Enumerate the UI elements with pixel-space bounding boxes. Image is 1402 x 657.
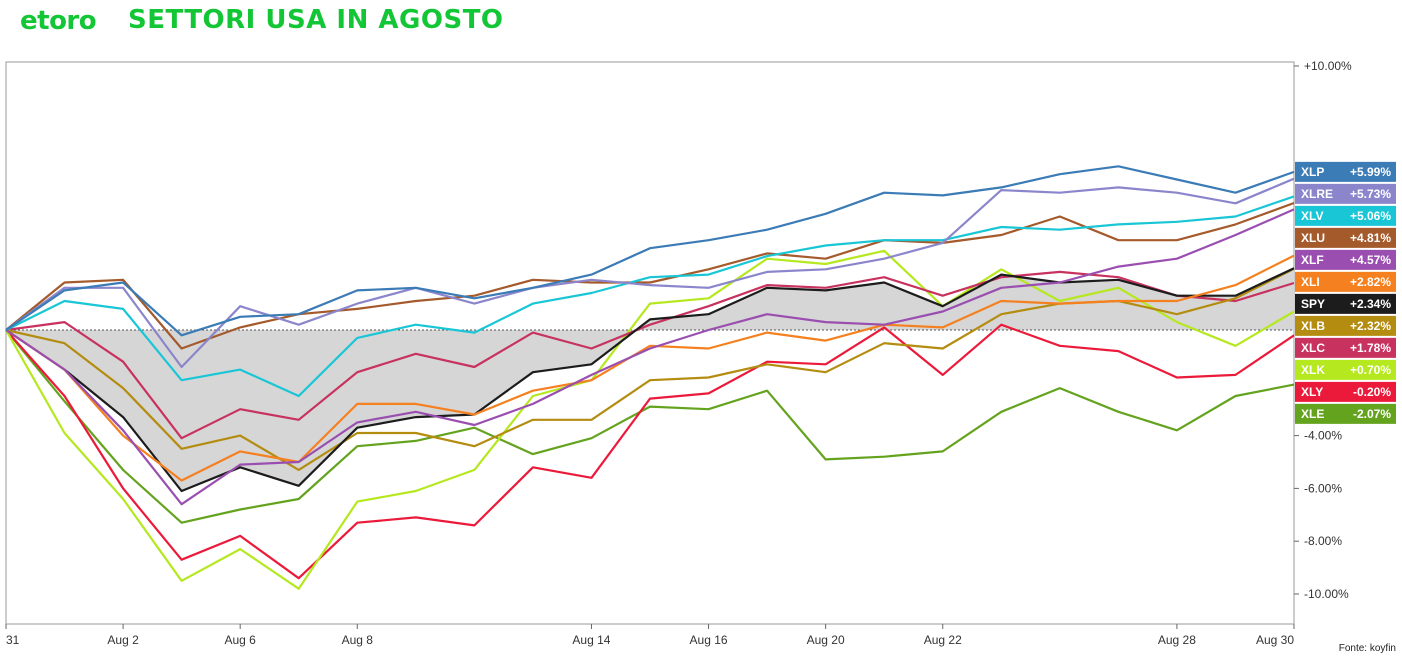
x-tick-label: Aug 16 bbox=[690, 633, 728, 647]
legend-badge-bg bbox=[1295, 337, 1396, 358]
legend-badge-bg bbox=[1295, 161, 1396, 182]
x-axis-ticks: 31 Aug 2 Aug 6 Aug 8 Aug 14 Aug 16 Aug 20 Aug 2… bbox=[5, 624, 1295, 647]
series-lines-layer bbox=[5, 165, 1295, 590]
legend-badge-bg bbox=[1295, 315, 1396, 336]
legend-badge-xlre: XLRE +5.73% bbox=[1295, 183, 1396, 204]
series-line-xlc bbox=[5, 270, 1295, 440]
legend-series-value: +5.99% bbox=[1350, 165, 1391, 179]
legend-badge-xlu: XLU +4.81% bbox=[1295, 227, 1396, 248]
legend-badge-xly: XLY -0.20% bbox=[1295, 381, 1396, 402]
legend-badge-xlk: XLK +0.70% bbox=[1295, 359, 1396, 380]
legend-series-value: -2.07% bbox=[1353, 407, 1391, 421]
legend-series-value: +5.06% bbox=[1350, 209, 1391, 223]
x-tick-label: Aug 22 bbox=[924, 633, 962, 647]
legend-series-value: +5.73% bbox=[1350, 187, 1391, 201]
legend-badge-xli: XLI +2.82% bbox=[1295, 271, 1396, 292]
x-tick-label: Aug 8 bbox=[342, 633, 374, 647]
legend-series-value: +0.70% bbox=[1350, 363, 1391, 377]
legend-badge-bg bbox=[1295, 249, 1396, 270]
legend-series-name: XLU bbox=[1301, 231, 1325, 245]
legend-badge-bg bbox=[1295, 293, 1396, 314]
x-tick-label: Aug 20 bbox=[807, 633, 845, 647]
legend-series-name: XLE bbox=[1301, 407, 1324, 421]
legend-series-name: XLY bbox=[1301, 385, 1323, 399]
legend-badge-xlf: XLF +4.57% bbox=[1295, 249, 1396, 270]
legend-series-value: -0.20% bbox=[1353, 385, 1391, 399]
legend-badge-bg bbox=[1295, 359, 1396, 380]
legend-badge-bg bbox=[1295, 205, 1396, 226]
legend-badge-bg bbox=[1295, 183, 1396, 204]
x-tick-label: Aug 14 bbox=[572, 633, 610, 647]
series-line-xly bbox=[5, 323, 1295, 580]
series-line-xlk bbox=[5, 249, 1295, 590]
series-line-xlu bbox=[5, 201, 1295, 350]
legend-badge-bg bbox=[1295, 381, 1396, 402]
legend-badge-xlp: XLP +5.99% bbox=[1295, 161, 1396, 182]
legend-badge-xlv: XLV +5.06% bbox=[1295, 205, 1396, 226]
legend-series-name: XLI bbox=[1301, 275, 1320, 289]
y-tick-label: -8.00% bbox=[1304, 534, 1342, 548]
legend-series-value: +2.82% bbox=[1350, 275, 1391, 289]
legend-series-name: XLP bbox=[1301, 165, 1324, 179]
legend-series-name: XLB bbox=[1301, 319, 1325, 333]
legend-series-name: XLRE bbox=[1301, 187, 1333, 201]
legend-series-name: XLF bbox=[1301, 253, 1324, 267]
series-legend-badges: XLP +5.99% XLRE +5.73% XLV +5.06% XLU +4.81% XLF… bbox=[1295, 161, 1396, 424]
legend-series-name: XLK bbox=[1301, 363, 1325, 377]
chart-title: SETTORI USA IN AGOSTO bbox=[128, 5, 504, 35]
y-tick-label: +10.00% bbox=[1304, 59, 1352, 73]
series-line-xlp bbox=[5, 165, 1295, 337]
legend-series-value: +4.81% bbox=[1350, 231, 1391, 245]
x-tick-label: 31 bbox=[6, 633, 20, 647]
series-line-xlv bbox=[5, 195, 1295, 398]
y-tick-label: -4.00% bbox=[1304, 429, 1342, 443]
series-line-xlre bbox=[5, 177, 1295, 369]
source-note: Fonte: koyfin bbox=[1338, 643, 1396, 654]
legend-badge-xlc: XLC +1.78% bbox=[1295, 337, 1396, 358]
etoro-logo: etoro bbox=[20, 6, 97, 36]
legend-series-value: +2.32% bbox=[1350, 319, 1391, 333]
legend-series-name: XLV bbox=[1301, 209, 1323, 223]
y-axis-ticks: +10.00% -4.00% -6.00% -8.00% -10.00% bbox=[1294, 59, 1352, 601]
x-tick-label: Aug 28 bbox=[1158, 633, 1196, 647]
baseline-area-layer bbox=[6, 268, 1294, 491]
legend-series-value: +2.34% bbox=[1350, 297, 1391, 311]
plot-frame bbox=[5, 61, 1295, 625]
legend-series-value: +4.57% bbox=[1350, 253, 1391, 267]
legend-badge-xlb: XLB +2.32% bbox=[1295, 315, 1396, 336]
x-tick-label: Aug 2 bbox=[107, 633, 139, 647]
y-tick-label: -6.00% bbox=[1304, 481, 1342, 495]
spy-shaded-area bbox=[6, 268, 1294, 491]
legend-badge-bg bbox=[1295, 403, 1396, 424]
y-tick-label: -10.00% bbox=[1304, 587, 1349, 601]
series-line-xli bbox=[5, 254, 1295, 482]
legend-series-value: +1.78% bbox=[1350, 341, 1391, 355]
x-tick-label: Aug 30 bbox=[1256, 633, 1294, 647]
legend-series-name: SPY bbox=[1301, 297, 1325, 311]
legend-badge-bg bbox=[1295, 271, 1396, 292]
legend-badge-spy: SPY +2.34% bbox=[1295, 293, 1396, 314]
series-line-xle bbox=[5, 329, 1295, 524]
legend-series-name: XLC bbox=[1301, 341, 1325, 355]
series-line-spy bbox=[5, 267, 1295, 493]
series-line-xlf bbox=[5, 208, 1295, 506]
x-tick-label: Aug 6 bbox=[225, 633, 257, 647]
legend-badge-bg bbox=[1295, 227, 1396, 248]
legend-badge-xle: XLE -2.07% bbox=[1295, 403, 1396, 424]
